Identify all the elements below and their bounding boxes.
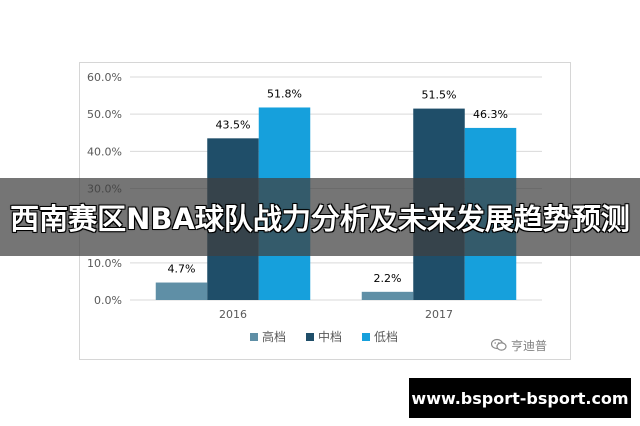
watermark-text: 亨迪普	[511, 338, 548, 353]
legend: 高档 中档 低档	[250, 329, 398, 344]
legend-label: 低档	[374, 330, 398, 344]
bar	[361, 291, 414, 300]
x-tick-label: 2017	[425, 308, 453, 321]
legend-label: 中档	[318, 329, 342, 344]
source-watermark: 亨迪普	[491, 336, 547, 354]
site-url-text: www.bsport-bsport.com	[411, 388, 629, 408]
y-tick-label: 60.0%	[87, 71, 122, 84]
data-label: 51.5%	[422, 89, 457, 102]
data-label: 2.2%	[374, 272, 402, 285]
x-axis-ticks: 2016 2017	[219, 308, 453, 321]
x-tick-label: 2016	[219, 308, 247, 321]
y-tick-label: 10.0%	[87, 257, 122, 270]
y-tick-label: 0.0%	[94, 294, 122, 307]
data-label: 4.7%	[168, 263, 196, 276]
wechat-icon	[491, 338, 507, 351]
data-labels: 4.7% 43.5% 51.8% 2.2% 51.5% 46.3%	[168, 87, 508, 284]
y-tick-label: 50.0%	[87, 108, 122, 121]
legend-swatch	[306, 333, 314, 341]
page-title: 西南赛区NBA球队战力分析及未来发展趋势预测	[10, 202, 630, 236]
y-tick-label: 40.0%	[87, 145, 122, 158]
site-url-badge[interactable]: www.bsport-bsport.com	[409, 378, 631, 418]
title-banner: 西南赛区NBA球队战力分析及未来发展趋势预测	[0, 178, 640, 256]
legend-swatch	[250, 333, 258, 341]
data-label: 51.8%	[267, 87, 302, 100]
data-label: 43.5%	[216, 118, 251, 131]
legend-swatch	[362, 333, 370, 341]
bar	[155, 282, 208, 300]
legend-label: 高档	[262, 329, 286, 344]
data-label: 46.3%	[473, 108, 508, 121]
